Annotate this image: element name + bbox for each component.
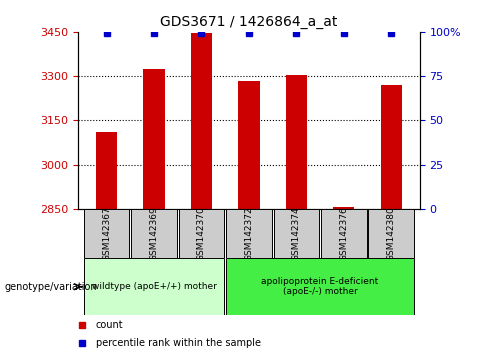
Bar: [274, 209, 319, 258]
Text: wildtype (apoE+/+) mother: wildtype (apoE+/+) mother: [92, 282, 217, 291]
Bar: [179, 209, 224, 258]
Bar: [226, 258, 414, 315]
Bar: [84, 209, 129, 258]
Text: GSM142370: GSM142370: [197, 206, 206, 261]
Title: GDS3671 / 1426864_a_at: GDS3671 / 1426864_a_at: [160, 16, 338, 29]
Bar: [191, 33, 212, 209]
Text: GSM142369: GSM142369: [149, 206, 159, 261]
Text: count: count: [96, 320, 123, 330]
Text: genotype/variation: genotype/variation: [5, 282, 98, 292]
Bar: [368, 209, 414, 258]
Text: GSM142380: GSM142380: [386, 206, 396, 261]
Bar: [131, 209, 177, 258]
Text: percentile rank within the sample: percentile rank within the sample: [96, 338, 261, 348]
Text: GSM142372: GSM142372: [244, 206, 253, 261]
Bar: [96, 132, 117, 209]
Text: GSM142374: GSM142374: [292, 206, 301, 261]
Bar: [238, 80, 260, 209]
Bar: [84, 258, 224, 315]
Text: GSM142367: GSM142367: [102, 206, 111, 261]
Bar: [381, 85, 402, 209]
Bar: [333, 207, 354, 209]
Bar: [285, 75, 307, 209]
Bar: [226, 209, 272, 258]
Text: apolipoprotein E-deficient
(apoE-/-) mother: apolipoprotein E-deficient (apoE-/-) mot…: [262, 277, 379, 296]
Bar: [321, 209, 366, 258]
Bar: [143, 69, 164, 209]
Text: GSM142376: GSM142376: [339, 206, 348, 261]
